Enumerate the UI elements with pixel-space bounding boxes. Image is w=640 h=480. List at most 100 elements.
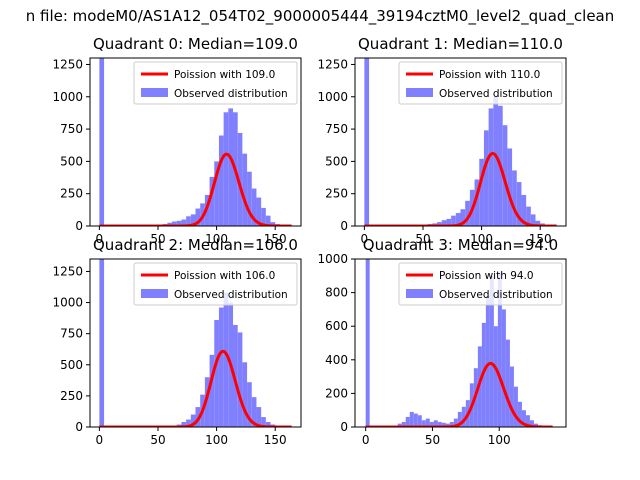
histogram-bar — [237, 132, 243, 226]
poisson-fit-line — [99, 349, 292, 427]
y-tick-label: 250 — [60, 389, 83, 403]
histogram-bar — [186, 419, 191, 427]
legend: Poission with 109.0 Observed distribution — [133, 61, 298, 105]
histogram-bar — [451, 215, 456, 226]
histogram-bar — [474, 179, 480, 226]
legend-label-observed: Observed distribution — [439, 88, 553, 100]
histogram-bar — [99, 259, 105, 427]
x-tick-label: 0 — [361, 232, 369, 246]
legend-patch-swatch — [406, 88, 433, 97]
legend: Poission with 110.0 Observed distribution — [398, 61, 563, 105]
x-tick-label: 100 — [205, 433, 228, 447]
panel-title: Quadrant 1: Median=110.0 — [358, 35, 563, 53]
y-tick-label: 200 — [325, 386, 348, 400]
x-tick-label: 50 — [425, 433, 440, 447]
poisson-fit-line — [365, 361, 553, 427]
histogram-bar — [445, 423, 450, 427]
legend-patch-swatch — [141, 88, 168, 97]
histogram-bar — [365, 259, 370, 427]
y-tick-label: 500 — [60, 358, 83, 372]
poisson-fit-line — [364, 152, 557, 226]
axes-frame — [354, 57, 567, 227]
histogram-bar — [195, 208, 201, 226]
histogram-bar — [242, 362, 248, 427]
histogram-bar — [218, 307, 224, 427]
histogram-bar — [413, 413, 418, 427]
histogram-bar — [261, 417, 266, 427]
histogram-bar — [209, 354, 215, 427]
histogram-bar — [251, 397, 257, 427]
x-tick-label: 100 — [470, 232, 493, 246]
histogram-bar — [409, 411, 414, 427]
histogram-bar — [437, 421, 442, 427]
histogram-bar — [489, 275, 494, 427]
y-tick-label: 1250 — [52, 264, 83, 278]
x-tick-label: 150 — [264, 232, 287, 246]
y-tick-label: 0 — [75, 420, 83, 434]
y-tick-label: 1250 — [317, 57, 348, 71]
histogram-bar — [265, 422, 271, 427]
histogram-bar — [247, 171, 252, 226]
histogram-bar — [265, 215, 271, 226]
histogram-bar — [172, 221, 177, 226]
y-tick-label: 400 — [325, 353, 348, 367]
poisson-fit-line — [99, 152, 292, 226]
x-tick-label: 50 — [415, 232, 430, 246]
histogram-bar — [167, 222, 173, 226]
histogram-bar — [181, 422, 187, 427]
axes-frame — [89, 258, 302, 428]
x-tick-label: 150 — [264, 433, 287, 447]
y-tick-label: 500 — [60, 154, 83, 168]
histogram-bar — [526, 206, 531, 226]
legend: Poission with 106.0 Observed distribution — [133, 262, 298, 306]
y-tick-label: 800 — [325, 286, 348, 300]
legend-label-fit: Poission with 110.0 — [439, 69, 540, 81]
y-tick-label: 0 — [340, 420, 348, 434]
histogram-bar — [421, 420, 426, 427]
histogram-bar — [529, 420, 534, 427]
y-tick-label: 1000 — [317, 252, 348, 266]
legend-label-observed: Observed distribution — [174, 88, 288, 100]
histogram-bar — [261, 207, 266, 226]
histogram-bar — [455, 213, 461, 226]
histogram-bar — [513, 386, 518, 427]
legend-label-fit: Poission with 106.0 — [174, 270, 275, 282]
y-tick-label: 250 — [325, 187, 348, 201]
histogram-bar — [525, 415, 530, 427]
histogram-bar — [181, 219, 187, 226]
y-tick-label: 1250 — [52, 57, 83, 71]
x-tick-label: 50 — [150, 232, 165, 246]
histogram-bar — [204, 377, 210, 427]
histogram-bar — [479, 158, 484, 226]
histogram-bar — [521, 194, 527, 226]
histogram-bar — [429, 421, 434, 427]
histogram-bar — [446, 218, 452, 226]
histogram-bar — [256, 197, 262, 226]
histogram-bar — [521, 410, 526, 427]
histogram-bar — [441, 220, 447, 226]
y-tick-label: 500 — [325, 154, 348, 168]
histogram-bar — [483, 130, 489, 226]
legend-label-observed: Observed distribution — [439, 289, 553, 301]
histogram-bar — [209, 176, 215, 226]
axes-frame — [354, 258, 567, 428]
histogram-bar — [433, 420, 438, 427]
y-tick-label: 0 — [75, 219, 83, 233]
histogram-bar — [517, 401, 522, 427]
x-tick-label: 150 — [529, 232, 552, 246]
histogram-bar — [441, 422, 446, 427]
x-tick-label: 100 — [488, 433, 511, 447]
legend-label-fit: Poission with 109.0 — [174, 69, 275, 81]
y-tick-label: 600 — [325, 319, 348, 333]
figure-title: n file: modeM0/AS1A12_054T02_9000005444_… — [26, 7, 615, 26]
histogram-bar — [497, 272, 502, 427]
histogram-bar — [242, 153, 248, 226]
legend: Poission with 94.0 Observed distribution — [398, 262, 563, 306]
histogram-bar — [270, 222, 276, 226]
histogram-bar — [223, 112, 229, 226]
histogram-bar — [247, 382, 252, 427]
histogram-bar — [509, 366, 514, 427]
histogram-bar — [493, 326, 498, 427]
histogram-bar — [507, 148, 513, 226]
histogram-bar — [190, 414, 196, 427]
